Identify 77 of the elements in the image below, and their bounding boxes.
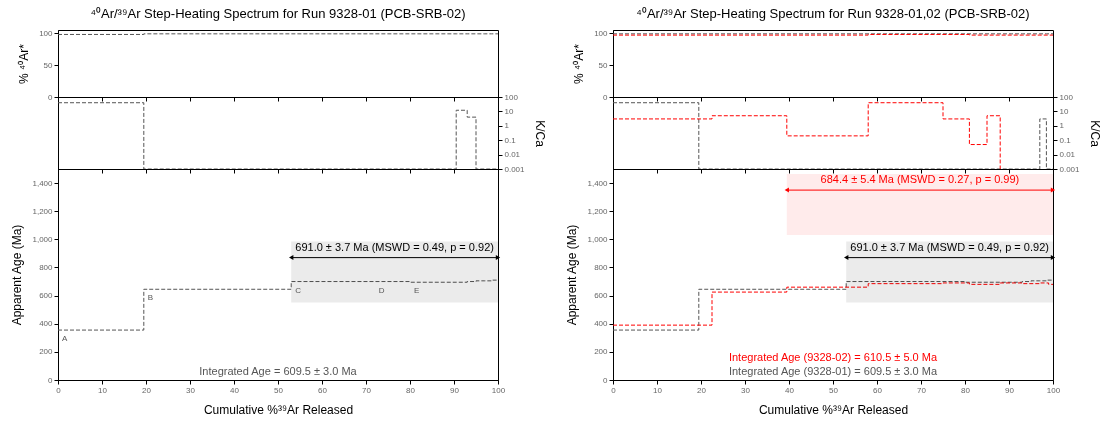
y-tick-label: 1,000 <box>587 234 609 244</box>
y-tick-label: 200 <box>594 347 609 357</box>
x-tick-label: 90 <box>1005 385 1015 395</box>
y-tick-label: 1,200 <box>587 206 609 216</box>
y-tick-label: 1 <box>504 121 510 131</box>
y-tick-label: 1,400 <box>32 178 54 188</box>
x-tick-label: 20 <box>142 385 152 395</box>
y-tick-label: 50 <box>598 60 609 70</box>
y-tick-label: 1,000 <box>32 234 54 244</box>
y-tick-label: 10 <box>1059 106 1069 116</box>
x-tick-label: 10 <box>653 385 663 395</box>
y-tick-label: 400 <box>39 319 54 329</box>
data-label: C <box>295 285 302 295</box>
x-tick-label: 70 <box>362 385 372 395</box>
x-tick-label: 80 <box>406 385 416 395</box>
y-axis-title: Apparent Age (Ma) <box>565 224 580 326</box>
band-label: 684.4 ± 5.4 Ma (MSWD = 0.27, p = 0.99) <box>820 173 1020 186</box>
data-label: A <box>62 334 68 344</box>
x-tick-label: 50 <box>829 385 839 395</box>
x-tick-label: 30 <box>186 385 196 395</box>
x-tick-label: 40 <box>785 385 795 395</box>
y-tick-label: 0.1 <box>1059 135 1072 145</box>
y-tick-label: 100 <box>504 92 519 102</box>
x-tick-label: 0 <box>611 385 617 395</box>
y-axis-title: K/Ca <box>532 120 547 148</box>
x-tick-label: 40 <box>230 385 240 395</box>
x-tick-label: 100 <box>1046 385 1061 395</box>
y-tick-label: 0 <box>603 375 609 385</box>
y-tick-label: 100 <box>1059 92 1074 102</box>
x-tick-label: 90 <box>450 385 460 395</box>
x-tick-label: 60 <box>873 385 883 395</box>
annotation: Integrated Age (9328-01) = 609.5 ± 3.0 Ma <box>728 365 938 377</box>
chart-title: ⁴⁰Ar/³⁹Ar Step-Heating Spectrum for Run 9328-01,02 (PCB-SRB-02) <box>636 6 1030 22</box>
y-tick-label: 0.001 <box>1059 164 1081 174</box>
y-tick-label: 0.01 <box>1059 150 1076 160</box>
y-tick-label: 600 <box>594 291 609 301</box>
y-tick-label: 600 <box>39 291 54 301</box>
x-tick-label: 100 <box>491 385 506 395</box>
y-tick-label: 800 <box>594 262 609 272</box>
y-axis-title: % ⁴⁰Ar* <box>17 43 32 84</box>
y-tick-label: 1 <box>1059 121 1065 131</box>
y-tick-label: 200 <box>39 347 54 357</box>
y-tick-label: 0.1 <box>504 135 517 145</box>
x-axis-title: Cumulative %³⁹Ar Released <box>203 402 354 417</box>
annotation: Integrated Age = 609.5 ± 3.0 Ma <box>199 365 358 377</box>
y-tick-label: 0 <box>48 92 54 102</box>
data-label: E <box>414 286 420 296</box>
y-axis-title: Apparent Age (Ma) <box>10 224 25 326</box>
x-tick-label: 70 <box>917 385 927 395</box>
y-tick-label: 50 <box>43 60 54 70</box>
band-label: 691.0 ± 3.7 Ma (MSWD = 0.49, p = 0.92) <box>295 240 494 253</box>
data-label: B <box>147 293 154 303</box>
x-tick-label: 10 <box>98 385 108 395</box>
y-tick-label: 10 <box>504 106 514 116</box>
x-tick-label: 60 <box>318 385 328 395</box>
x-tick-label: 20 <box>697 385 707 395</box>
y-tick-label: 100 <box>594 28 609 38</box>
y-tick-label: 800 <box>39 262 54 272</box>
y-tick-label: 1,200 <box>32 206 54 216</box>
annotation: Integrated Age (9328-02) = 610.5 ± 5.0 Ma <box>728 351 938 363</box>
x-axis-title: Cumulative %³⁹Ar Released <box>758 402 909 417</box>
band-label: 691.0 ± 3.7 Ma (MSWD = 0.49, p = 0.92) <box>850 240 1049 253</box>
x-tick-label: 80 <box>961 385 971 395</box>
y-axis-title: K/Ca <box>1087 120 1102 148</box>
x-tick-label: 30 <box>741 385 751 395</box>
x-tick-label: 50 <box>274 385 284 395</box>
y-tick-label: 0.001 <box>504 164 526 174</box>
y-axis-title: % ⁴⁰Ar* <box>572 43 587 84</box>
y-tick-label: 0 <box>48 375 54 385</box>
y-tick-label: 1,400 <box>587 178 609 188</box>
y-tick-label: 100 <box>39 28 54 38</box>
x-tick-label: 0 <box>56 385 62 395</box>
y-tick-label: 0.01 <box>504 150 521 160</box>
chart-title: ⁴⁰Ar/³⁹Ar Step-Heating Spectrum for Run 9328-01 (PCB-SRB-02) <box>90 6 466 22</box>
data-label: D <box>378 285 385 295</box>
y-tick-label: 400 <box>594 319 609 329</box>
y-tick-label: 0 <box>603 92 609 102</box>
